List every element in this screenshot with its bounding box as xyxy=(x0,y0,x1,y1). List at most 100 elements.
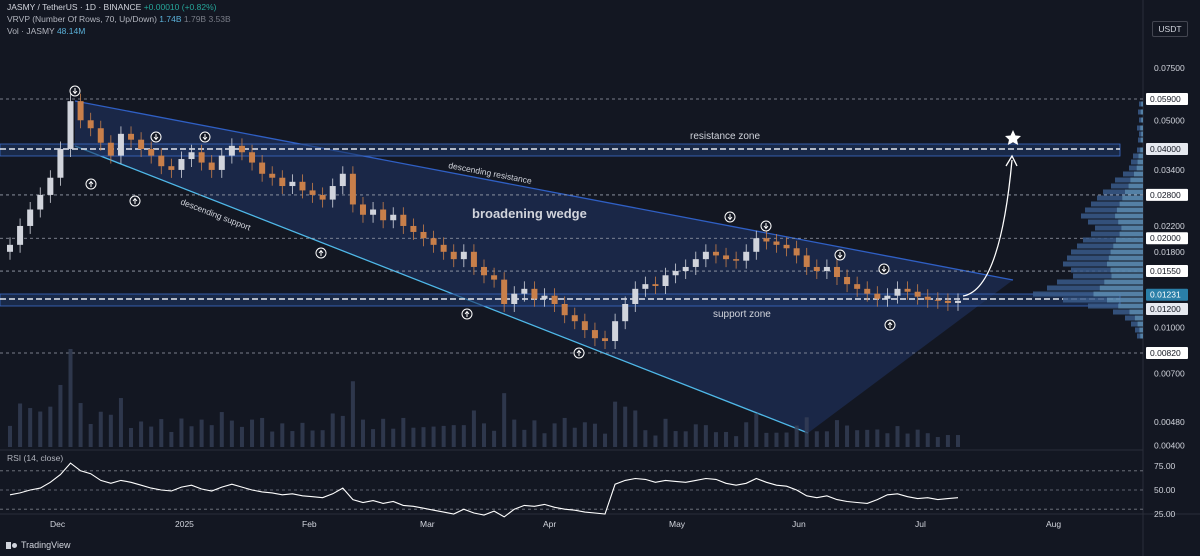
volume-bar xyxy=(250,419,255,447)
level-label-box xyxy=(1146,265,1188,278)
vol-label: Vol · JASMY xyxy=(7,26,55,36)
candle-body xyxy=(380,209,387,221)
volume-profile-bar xyxy=(1073,273,1143,279)
price-tick-label: 0.00480 xyxy=(1154,417,1185,427)
currency-button[interactable]: USDT xyxy=(1152,21,1188,37)
volume-bar xyxy=(512,419,517,447)
candle-body xyxy=(672,271,679,276)
volume-profile-bar-up xyxy=(1107,261,1143,267)
volume-bar xyxy=(663,418,668,447)
price-tick-label: 0.07500 xyxy=(1154,63,1185,73)
volume-bar xyxy=(139,421,144,447)
volume-bar xyxy=(239,426,244,447)
volume-bar xyxy=(945,435,950,447)
candle-body xyxy=(773,241,780,245)
volume-bar xyxy=(108,414,113,447)
candle-body xyxy=(854,284,861,289)
volume-profile-bar xyxy=(1135,327,1143,333)
price-tick-label: 0.01800 xyxy=(1154,247,1185,257)
level-label-box xyxy=(1146,92,1188,105)
volume-profile-bar-up xyxy=(1121,225,1143,231)
candle-body xyxy=(410,225,417,232)
volume-bar xyxy=(411,427,416,447)
candle-body xyxy=(400,214,407,226)
volume-bar xyxy=(522,429,527,447)
candle-body xyxy=(622,304,629,322)
candle-body xyxy=(924,296,931,300)
volume-bar xyxy=(118,398,123,447)
pivot-arrow xyxy=(887,321,893,328)
volume-bar xyxy=(744,422,749,447)
volume-bar xyxy=(199,419,204,447)
legend-volume: Vol · JASMY 48.14M xyxy=(7,26,85,37)
tradingview-brand[interactable]: TradingView xyxy=(6,540,71,550)
volume-profile-bar xyxy=(1063,297,1143,303)
support-zone-label: support zone xyxy=(713,309,771,320)
volume-profile-bar xyxy=(1088,219,1143,225)
volume-bar xyxy=(623,406,628,447)
volume-profile-bar xyxy=(1071,249,1143,255)
level-label-box xyxy=(1146,188,1188,201)
volume-bar xyxy=(149,426,154,447)
volume-profile-bar-up xyxy=(1139,327,1143,333)
volume-bar xyxy=(482,423,486,447)
candle-body xyxy=(632,288,639,304)
volume-bar xyxy=(98,411,103,447)
volume-profile-bar-up xyxy=(1110,267,1143,273)
volume-profile-bar xyxy=(1131,321,1143,327)
candle-body xyxy=(914,291,921,297)
price-tick-label: 0.05000 xyxy=(1154,115,1185,125)
volume-bar xyxy=(935,437,940,447)
candle-body xyxy=(541,295,548,299)
candle-body xyxy=(238,145,245,153)
candle-body xyxy=(77,101,84,121)
volume-bar xyxy=(310,430,315,447)
volume-profile-bar-up xyxy=(1141,101,1143,107)
volume-bar xyxy=(875,429,880,447)
volume-profile-bar xyxy=(1091,231,1143,237)
candle-body xyxy=(612,321,619,342)
volume-profile-bar xyxy=(1047,285,1143,291)
candle-body xyxy=(188,152,195,160)
candle-body xyxy=(67,101,74,149)
candle-body xyxy=(783,244,790,249)
volume-profile-bar xyxy=(1097,195,1143,201)
candle-body xyxy=(259,162,266,174)
volume-bar xyxy=(371,429,376,447)
candle-body xyxy=(208,162,215,170)
volume-profile-bar-up xyxy=(1137,321,1143,327)
level-label: 0.01550 xyxy=(1150,266,1181,276)
projection-arrow-curve xyxy=(962,159,1013,297)
time-axis-label: Feb xyxy=(302,519,317,529)
volume-profile-bar xyxy=(1138,137,1143,143)
level-label: 0.02000 xyxy=(1150,233,1181,243)
pivot-arrow xyxy=(464,310,470,317)
candle-body xyxy=(37,194,44,210)
time-axis-label: 2025 xyxy=(175,519,194,529)
level-label: 0.04000 xyxy=(1150,144,1181,154)
level-label-box xyxy=(1146,232,1188,245)
candle-body xyxy=(521,288,528,294)
volume-profile-bar xyxy=(1131,159,1143,165)
candle-body xyxy=(551,295,558,304)
candle-body xyxy=(501,279,508,304)
candle-body xyxy=(168,166,175,170)
candle-body xyxy=(309,190,316,195)
rsi-tick-label: 75.00 xyxy=(1154,461,1176,471)
volume-bar xyxy=(340,415,345,447)
volume-bar xyxy=(270,431,275,447)
tradingview-logo-icon xyxy=(6,541,17,549)
volume-profile-bar-up xyxy=(1122,195,1143,201)
volume-bar xyxy=(713,432,718,447)
price-tick-label: 0.02200 xyxy=(1154,221,1185,231)
volume-profile-bar xyxy=(1139,117,1143,123)
pivot-arrow xyxy=(576,349,582,356)
candle-body xyxy=(370,209,377,215)
volume-profile-bar-up xyxy=(1113,243,1143,249)
volume-profile-bar xyxy=(1137,125,1143,131)
time-axis-label: Jun xyxy=(792,519,806,529)
volume-profile-bar xyxy=(1138,109,1143,115)
candle-body xyxy=(390,214,397,221)
volume-profile-bar xyxy=(1067,255,1143,261)
candle-body xyxy=(581,321,588,331)
